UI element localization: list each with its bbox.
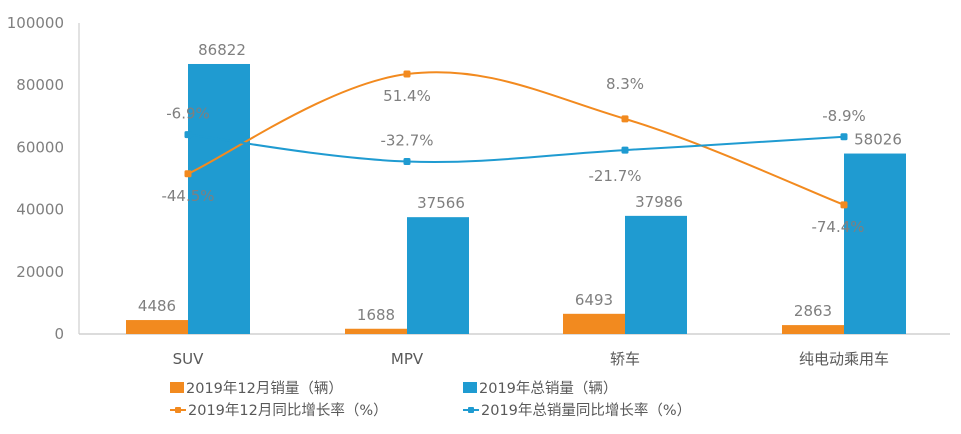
label-dec-sales-0: 4486 [138, 297, 176, 315]
category-label: 纯电动乘用车 [799, 350, 889, 368]
label-dec-growth-2: 8.3% [606, 75, 644, 93]
legend-label: 2019年总销量同比增长率（%） [481, 403, 692, 419]
label-dec-sales-1: 1688 [357, 306, 395, 324]
legend-swatch-orange-bar [170, 382, 184, 393]
marker-total-growth-1 [403, 158, 411, 166]
legend-label: 2019年12月销量（辆） [186, 381, 343, 397]
label-dec-sales-2: 6493 [575, 291, 613, 309]
label-total-sales-1: 37566 [417, 194, 465, 212]
data-labels: 4486 1688 6493 2863 86822 37566 37986 58026 -44.… [138, 41, 902, 324]
bar-total-sales-0 [188, 63, 250, 334]
bar-dec-sales-3 [782, 325, 844, 334]
label-total-growth-2: -21.7% [588, 167, 641, 185]
legend-item-dec-sales[interactable]: 2019年12月销量（辆） [170, 377, 343, 398]
y-tick-label: 40000 [16, 201, 64, 219]
bar-dec-sales-1 [345, 328, 407, 334]
y-tick-label: 60000 [16, 138, 64, 156]
y-tick-label: 0 [54, 325, 64, 343]
marker-dec-growth-3 [840, 201, 848, 209]
marker-total-growth-2 [621, 146, 629, 154]
bar-dec-sales-0 [126, 320, 188, 334]
category-labels: SUV MPV 轿车 纯电动乘用车 [173, 350, 889, 368]
bar-total-sales-3 [844, 153, 906, 334]
line-dec-growth [187, 71, 845, 206]
label-dec-sales-3: 2863 [794, 302, 832, 320]
bar-total-sales-2 [625, 215, 687, 334]
label-dec-growth-1: 51.4% [383, 87, 431, 105]
y-tick-label: 100000 [7, 14, 64, 32]
marker-dec-growth-0 [184, 170, 192, 178]
bars [126, 63, 906, 334]
marker-dec-growth-2 [621, 115, 629, 123]
label-total-sales-3: 58026 [854, 131, 902, 149]
y-tick-label: 80000 [16, 76, 64, 94]
label-total-growth-1: -32.7% [380, 132, 433, 150]
bar-dec-sales-2 [563, 313, 625, 334]
legend-item-dec-growth[interactable]: 2019年12月同比增长率（%） [170, 399, 388, 420]
y-axis-ticks: 0 20000 40000 60000 80000 100000 [7, 14, 64, 343]
legend-swatch-blue-bar [463, 382, 477, 393]
legend-item-total-sales[interactable]: 2019年总销量（辆） [463, 377, 617, 398]
marker-total-growth-3 [840, 133, 848, 141]
marker-dec-growth-1 [403, 70, 411, 78]
marker-total-growth-0 [184, 131, 192, 139]
label-total-sales-0: 86822 [198, 41, 246, 59]
bar-total-sales-1 [407, 217, 469, 334]
category-label: SUV [173, 350, 205, 368]
y-tick-label: 20000 [16, 263, 64, 281]
category-label: MPV [391, 350, 424, 368]
category-label: 轿车 [610, 350, 640, 368]
label-dec-growth-0: -44.5% [161, 187, 214, 205]
label-total-growth-3: -8.9% [822, 107, 866, 125]
legend-label: 2019年12月同比增长率（%） [188, 403, 388, 419]
legend-swatch-orange-line [170, 404, 186, 415]
legend-swatch-blue-line [463, 404, 479, 415]
label-total-growth-0: -6.9% [166, 105, 210, 123]
legend-item-total-growth[interactable]: 2019年总销量同比增长率（%） [463, 399, 691, 420]
lines [184, 70, 848, 209]
legend-label: 2019年总销量（辆） [479, 381, 618, 397]
line-total-growth [187, 133, 845, 163]
label-total-sales-2: 37986 [635, 193, 683, 211]
label-dec-growth-3: -74.4% [811, 218, 864, 236]
